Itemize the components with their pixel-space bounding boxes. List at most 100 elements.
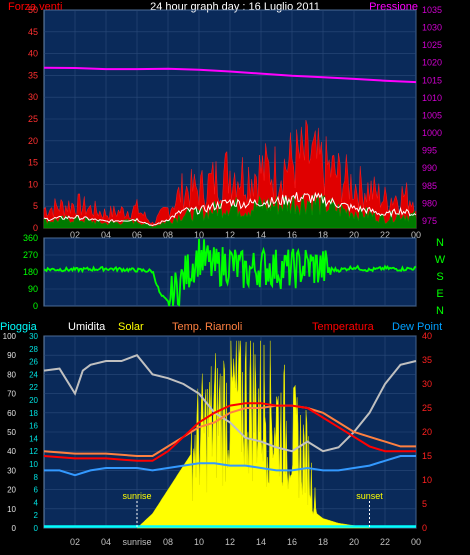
compass-label: S bbox=[436, 271, 443, 283]
left-tick-label: 25 bbox=[28, 114, 38, 124]
temp-tick-label: 25 bbox=[422, 403, 432, 413]
humidity-tick-label: 80 bbox=[7, 370, 16, 379]
rain-tick-label: 4 bbox=[34, 498, 39, 507]
legend-item: Pioggia bbox=[0, 321, 38, 333]
left-tick-label: 30 bbox=[28, 92, 38, 102]
temp-tick-label: 0 bbox=[422, 523, 427, 533]
left-tick-label: 5 bbox=[33, 201, 38, 211]
left-tick-label: 10 bbox=[28, 179, 38, 189]
temp-tick-label: 35 bbox=[422, 355, 432, 365]
dewpoint-line bbox=[44, 455, 416, 477]
humidity-tick-label: 100 bbox=[3, 332, 17, 341]
rain-tick-label: 16 bbox=[29, 422, 38, 431]
pressure-line bbox=[43, 66, 417, 84]
direction-tick-label: 360 bbox=[23, 233, 38, 243]
x-tick-label: 02 bbox=[70, 230, 80, 240]
x-tick-label: 16 bbox=[287, 230, 297, 240]
right-tick-label: 995 bbox=[422, 146, 437, 156]
temp-tick-label: 10 bbox=[422, 475, 432, 485]
rain-tick-label: 2 bbox=[34, 511, 39, 520]
rain-tick-label: 18 bbox=[29, 409, 38, 418]
wind-direction-line bbox=[43, 238, 417, 307]
rain-tick-label: 14 bbox=[29, 434, 38, 443]
sunrise-label: sunrise bbox=[122, 491, 151, 501]
rain-tick-label: 0 bbox=[34, 524, 39, 533]
x-tick-label: 22 bbox=[380, 537, 390, 547]
temp-tick-label: 5 bbox=[422, 499, 427, 509]
rain-tick-label: 24 bbox=[29, 370, 38, 379]
compass-label: W bbox=[435, 254, 446, 266]
temp-riarnoli-line bbox=[43, 404, 416, 457]
humidity-tick-label: 0 bbox=[12, 524, 17, 533]
compass-label: N bbox=[436, 237, 444, 249]
humidity-tick-label: 40 bbox=[7, 447, 16, 456]
chart-title: 24 hour graph day : 16 Luglio 2011 bbox=[150, 1, 320, 13]
temp-humidity-panel: 0102030405060708090100024681012141618202… bbox=[0, 321, 442, 547]
x-tick-label: sunrise bbox=[122, 537, 151, 547]
solar-area bbox=[136, 340, 370, 529]
rain-tick-label: 10 bbox=[29, 460, 38, 469]
humidity-tick-label: 10 bbox=[7, 505, 16, 514]
rain-tick-label: 12 bbox=[29, 447, 38, 456]
right-tick-label: 1020 bbox=[422, 58, 442, 68]
x-tick-label: 08 bbox=[163, 537, 173, 547]
x-tick-label: 04 bbox=[101, 537, 111, 547]
rain-tick-label: 22 bbox=[29, 383, 38, 392]
right-tick-label: 1005 bbox=[422, 110, 442, 120]
legend-item: Temp. Riarnoli bbox=[172, 321, 242, 333]
x-tick-label: 02 bbox=[70, 537, 80, 547]
rain-tick-label: 8 bbox=[34, 473, 39, 482]
rain-tick-label: 20 bbox=[29, 396, 38, 405]
humidity-tick-label: 90 bbox=[7, 351, 16, 360]
rain-tick-label: 26 bbox=[29, 358, 38, 367]
humidity-tick-label: 50 bbox=[7, 428, 16, 437]
temperature-line bbox=[43, 402, 416, 462]
humidity-tick-label: 60 bbox=[7, 409, 16, 418]
x-tick-label: 16 bbox=[287, 537, 297, 547]
left-tick-label: 40 bbox=[28, 49, 38, 59]
direction-tick-label: 270 bbox=[23, 250, 38, 260]
humidity-tick-label: 20 bbox=[7, 486, 16, 495]
right-tick-label: 990 bbox=[422, 163, 437, 173]
compass-label: N bbox=[436, 305, 444, 317]
x-tick-label: 22 bbox=[380, 230, 390, 240]
x-tick-label: 06 bbox=[132, 230, 142, 240]
humidity-tick-label: 30 bbox=[7, 466, 16, 475]
right-tick-label: 1015 bbox=[422, 75, 442, 85]
temp-tick-label: 40 bbox=[422, 331, 432, 341]
x-tick-label: 20 bbox=[349, 537, 359, 547]
right-tick-label: 980 bbox=[422, 198, 437, 208]
right-tick-label: 975 bbox=[422, 216, 437, 226]
x-tick-label: 12 bbox=[225, 230, 235, 240]
x-tick-label: 10 bbox=[194, 537, 204, 547]
compass-label: E bbox=[436, 288, 443, 300]
rain-tick-label: 6 bbox=[34, 486, 39, 495]
right-tick-label: 1035 bbox=[422, 5, 442, 15]
temp-tick-label: 20 bbox=[422, 427, 432, 437]
x-tick-label: 10 bbox=[194, 230, 204, 240]
left-tick-label: 0 bbox=[33, 223, 38, 233]
x-tick-label: 08 bbox=[163, 230, 173, 240]
wind-average-line bbox=[43, 191, 417, 227]
legend-item: Temperatura bbox=[312, 321, 375, 333]
wind-pressure-panel: Forza venti 24 hour graph day : 16 Lugli… bbox=[8, 1, 442, 240]
x-tick-label: 14 bbox=[256, 537, 266, 547]
sunset-label: sunset bbox=[356, 491, 383, 501]
x-tick-label: 20 bbox=[349, 230, 359, 240]
temp-tick-label: 15 bbox=[422, 451, 432, 461]
x-tick-label: 12 bbox=[225, 537, 235, 547]
right-tick-label: 1000 bbox=[422, 128, 442, 138]
direction-tick-label: 0 bbox=[33, 301, 38, 311]
x-tick-label: 00 bbox=[411, 537, 421, 547]
legend-item: Solar bbox=[118, 321, 144, 333]
temp-tick-label: 30 bbox=[422, 379, 432, 389]
right-axis-title: Pressione bbox=[369, 1, 418, 13]
rain-tick-label: 28 bbox=[29, 345, 38, 354]
left-tick-label: 20 bbox=[28, 136, 38, 146]
direction-tick-label: 90 bbox=[28, 284, 38, 294]
direction-tick-label: 180 bbox=[23, 267, 38, 277]
x-tick-label: 04 bbox=[101, 230, 111, 240]
left-tick-label: 15 bbox=[28, 158, 38, 168]
right-tick-label: 985 bbox=[422, 181, 437, 191]
